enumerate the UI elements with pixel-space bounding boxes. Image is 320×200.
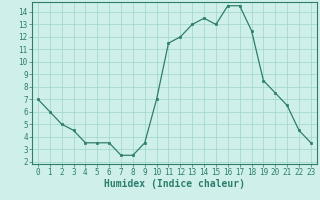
X-axis label: Humidex (Indice chaleur): Humidex (Indice chaleur) xyxy=(104,179,245,189)
